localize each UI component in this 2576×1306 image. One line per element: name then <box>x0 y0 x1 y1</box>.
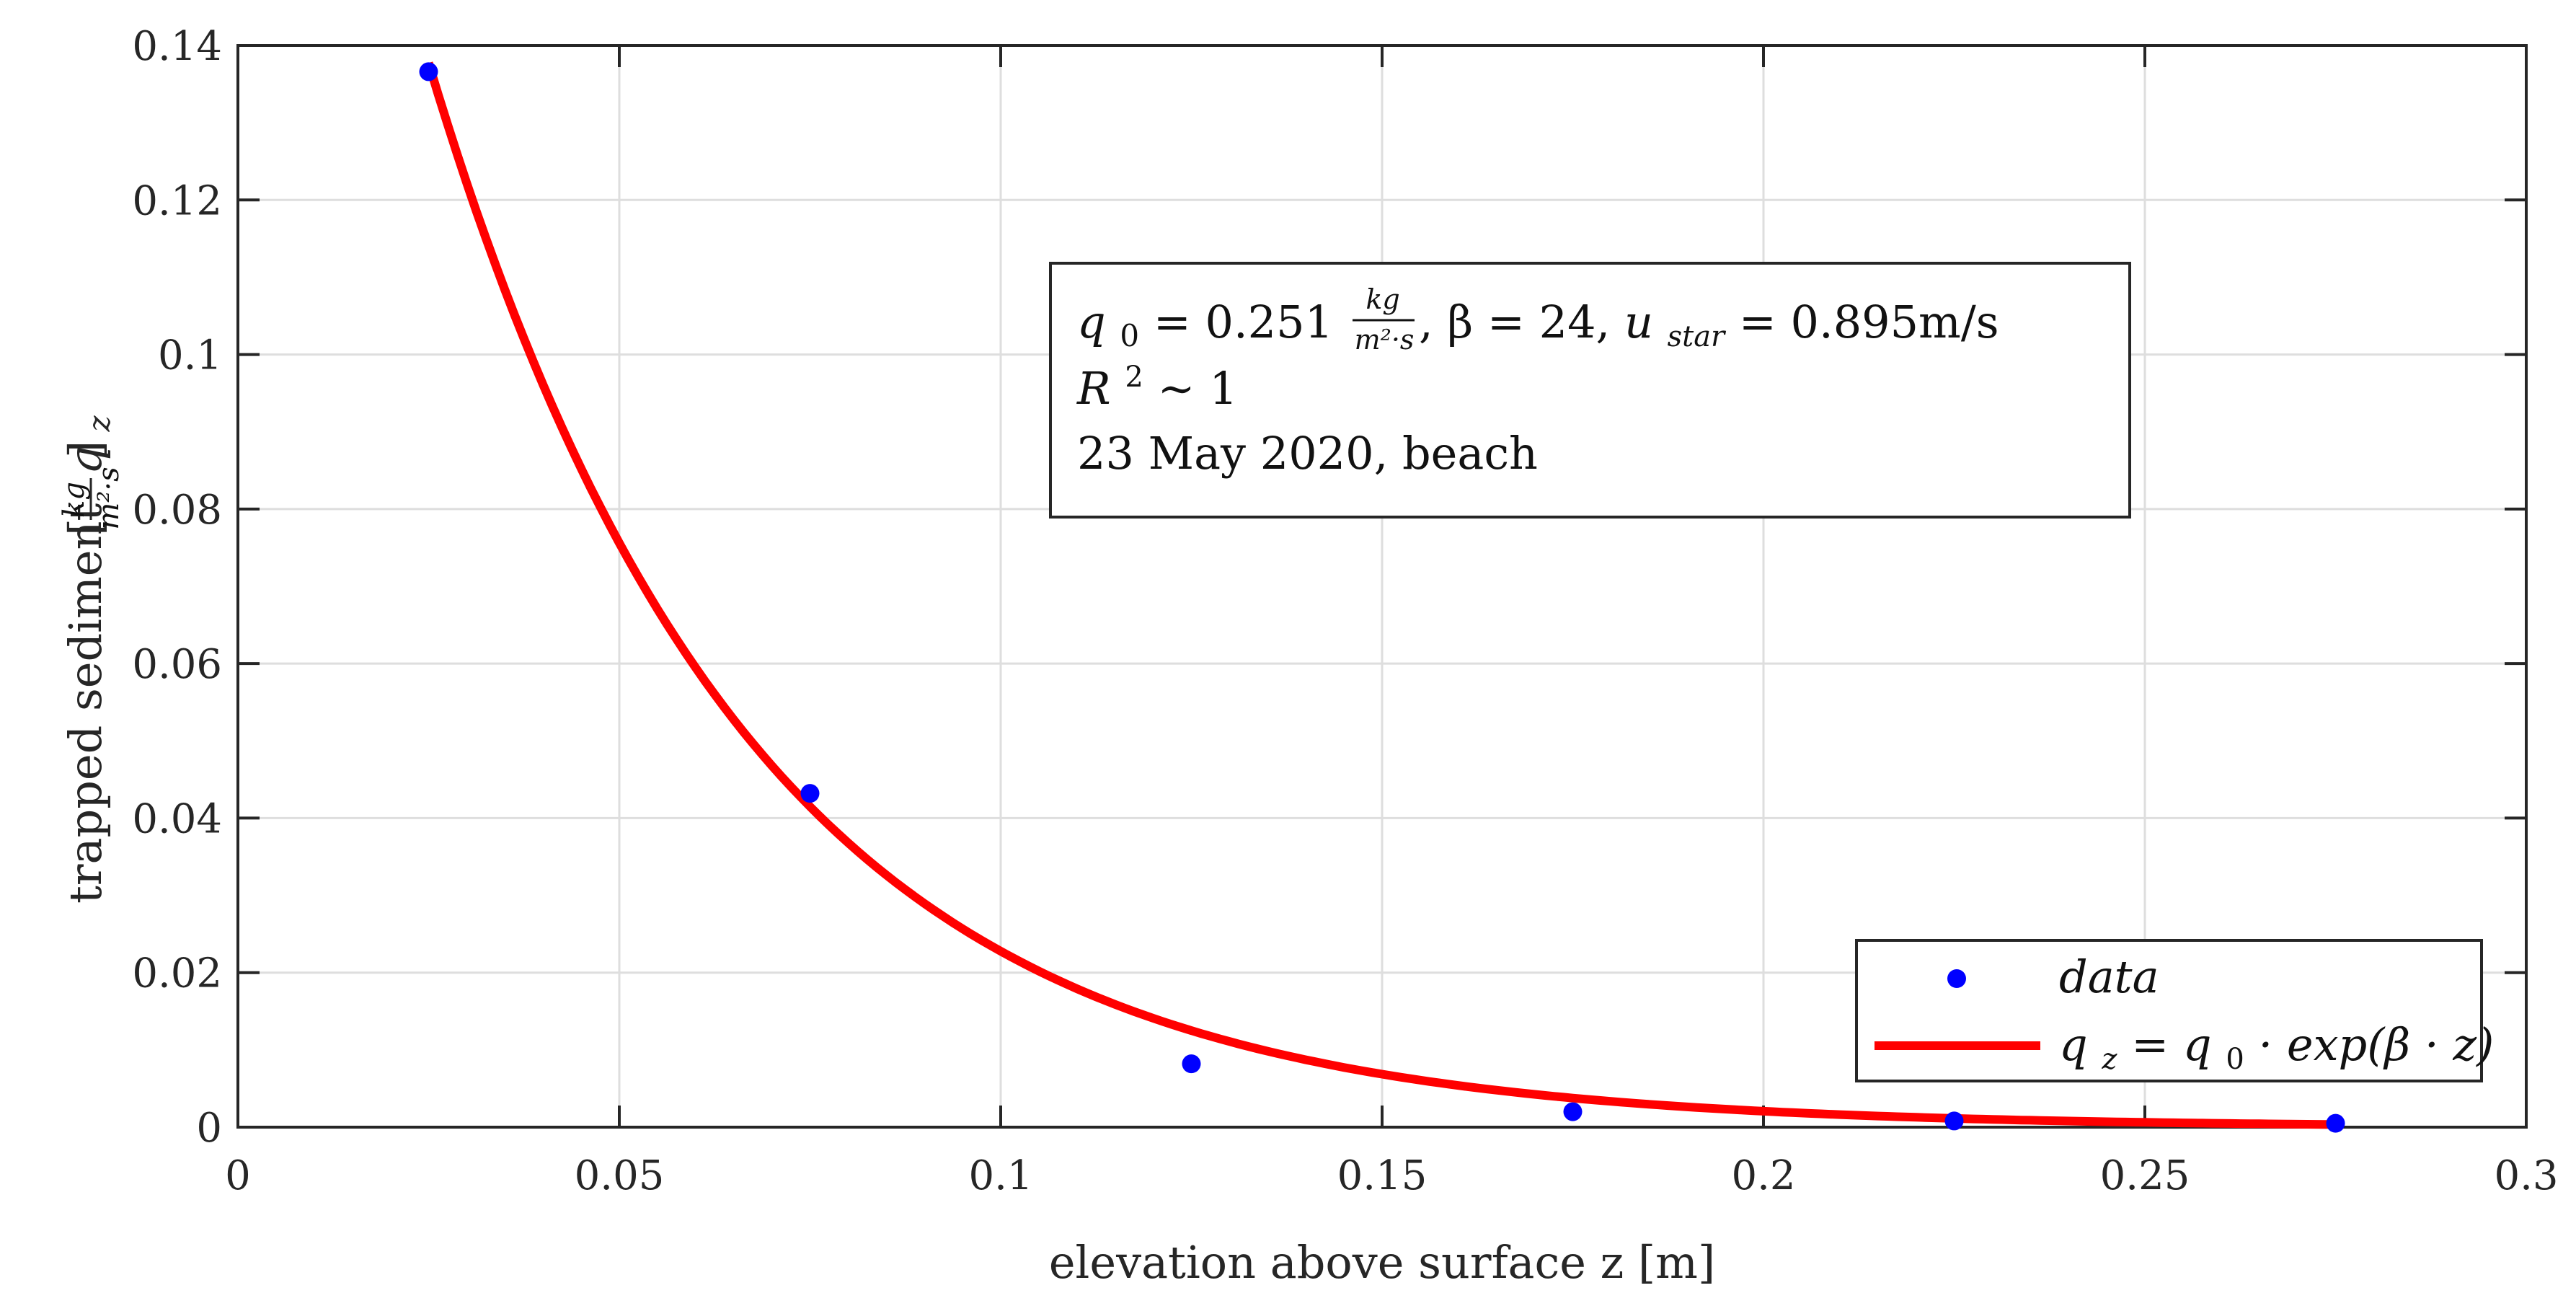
data-point <box>1182 1054 1201 1074</box>
y-tick-label: 0.1 <box>158 332 222 379</box>
annotation-u-sub: star <box>1668 320 1727 353</box>
series-layer <box>419 61 2345 1133</box>
x-tick-label: 0.05 <box>575 1152 665 1199</box>
y-axis-label-subscript: z <box>81 415 117 433</box>
y-tick-label: 0.06 <box>132 641 222 688</box>
x-tick-label: 0.25 <box>2100 1152 2190 1199</box>
y-axis-label-symbol: q <box>59 446 112 475</box>
data-point <box>2326 1113 2345 1133</box>
y-axis-unit-numerator: kg <box>58 482 91 518</box>
x-tick-label: 0.1 <box>968 1152 1032 1199</box>
y-axis-unit-denominator: m²·s <box>92 467 125 529</box>
x-tick-label: 0.15 <box>1337 1152 1428 1199</box>
y-tick-label: 0.02 <box>132 950 222 997</box>
annotation-date-location: 23 May 2020, beach <box>1077 427 1538 480</box>
annotation-q0-sub: 0 <box>1120 318 1139 353</box>
y-tick-label: 0.08 <box>132 487 222 534</box>
y-axis-label-text: trapped sediment <box>59 503 112 904</box>
data-point <box>800 784 820 803</box>
data-point <box>419 62 438 81</box>
annotation-r-rest: ∼ 1 <box>1158 362 1238 415</box>
annotation-box: q 0 = 0.251 kg m²·s , β = 24, u star = 0… <box>1049 262 2131 519</box>
legend-data-label: data <box>2059 950 2159 1003</box>
y-tick-label: 0.12 <box>132 177 222 224</box>
x-axis-label: elevation above surface z [m] <box>1049 1236 1715 1289</box>
legend-data-marker <box>1947 969 1966 988</box>
svg-text:q 0 = 0.251: q 0 = 0.251 <box>1077 296 1333 357</box>
y-tick-label: 0.04 <box>132 795 222 842</box>
y-axis-label: trapped sediment q z [ kg m²·s ] <box>58 415 125 904</box>
annotation-beta: , β = 24, <box>1419 296 1624 348</box>
x-tick-label: 0.2 <box>1731 1152 1795 1199</box>
annotation-r-symbol: R <box>1076 362 1111 415</box>
svg-text:, β = 24, u star: , β = 24, u star = 0.895m/s <box>1419 296 1999 357</box>
y-tick-label: 0.14 <box>132 23 222 70</box>
annotation-r-sup: 2 <box>1125 361 1143 394</box>
svg-text:]: ] <box>59 441 112 458</box>
ticks <box>236 44 2528 1129</box>
data-point <box>1563 1102 1583 1121</box>
svg-text:[: [ <box>59 519 112 536</box>
x-tick-label: 0 <box>225 1152 251 1199</box>
legend-fit-label: q z = q 0 · exp(β · z) <box>2059 1018 2494 1080</box>
x-tick-label: 0.3 <box>2494 1152 2558 1199</box>
y-tick-label: 0 <box>196 1105 222 1152</box>
fit-curve <box>424 61 2336 1129</box>
annotation-q0-symbol: q <box>1077 296 1106 348</box>
legend: data q z = q 0 · exp(β · z) <box>1855 939 2494 1082</box>
annotation-u-value: = 0.895m/s <box>1739 296 1999 348</box>
annotation-u-symbol: u <box>1624 296 1653 348</box>
data-point <box>1944 1111 1964 1131</box>
annotation-unit-denominator: m²·s <box>1355 324 1415 356</box>
annotation-q0-value: = 0.251 <box>1154 296 1333 348</box>
svg-text:R 2 ∼ 1: R 2 ∼ 1 <box>1076 345 1238 415</box>
svg-text:trapped sediment q: trapped sediment q z <box>59 415 117 904</box>
annotation-unit-numerator: kg <box>1366 283 1399 315</box>
tick-labels: 0 0.05 0.1 0.15 0.2 0.25 0.3 0 0.02 0.04 0.06 0.08 0… <box>132 23 2558 1199</box>
